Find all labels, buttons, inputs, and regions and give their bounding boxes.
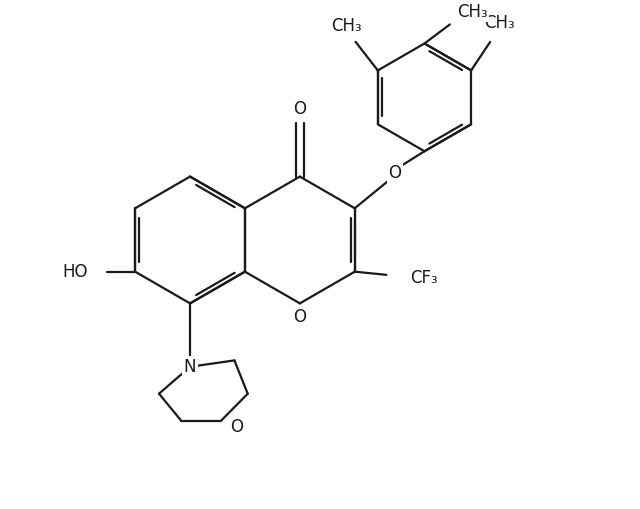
Text: N: N: [184, 358, 196, 376]
Text: CH₃: CH₃: [457, 3, 487, 21]
Text: O: O: [230, 418, 243, 436]
Text: CH₃: CH₃: [331, 17, 362, 35]
Text: CF₃: CF₃: [410, 269, 438, 287]
Text: O: O: [293, 100, 307, 118]
Text: CH₃: CH₃: [484, 14, 515, 32]
Text: O: O: [388, 164, 401, 182]
Text: O: O: [293, 308, 307, 326]
Text: HO: HO: [62, 263, 88, 280]
